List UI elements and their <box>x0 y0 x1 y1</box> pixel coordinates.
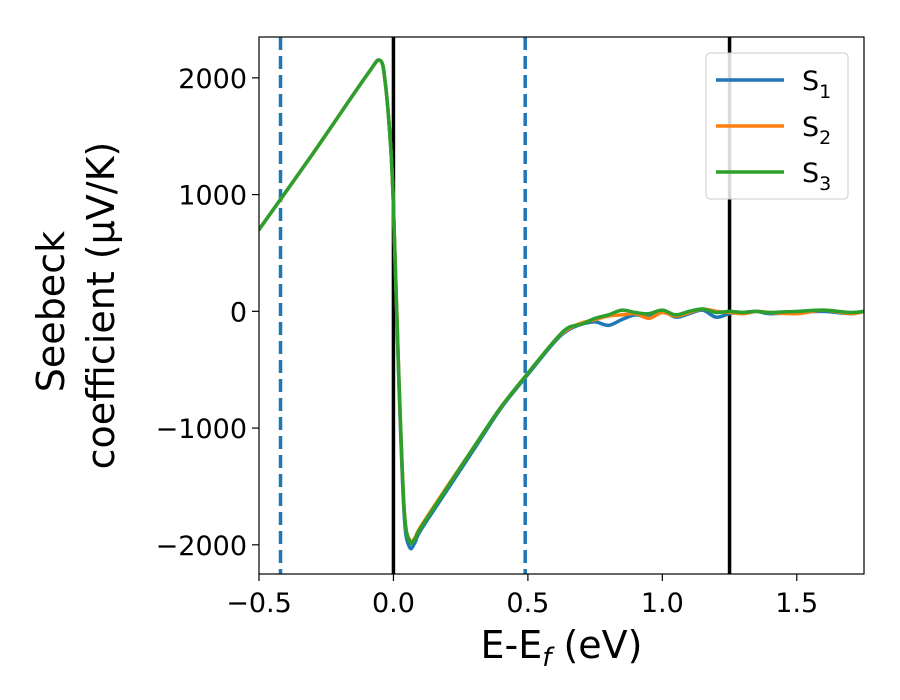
y-axis-ticks: −2000 −1000 0 1000 2000 <box>156 64 259 562</box>
x-axis-label-unit: (eV) <box>551 623 642 667</box>
legend-label-main: S <box>802 66 819 97</box>
x-tick-label: 0.0 <box>372 588 415 619</box>
x-tick-label: −0.5 <box>226 588 292 619</box>
y-tick-label: 0 <box>230 297 247 328</box>
y-tick-label: −2000 <box>156 531 247 562</box>
legend-label-subscript: 2 <box>819 127 831 149</box>
x-axis-ticks: −0.5 0.0 0.5 1.0 1.5 <box>226 574 818 619</box>
plot-frame <box>258 36 865 575</box>
x-tick-label: 0.5 <box>506 588 549 619</box>
y-tick-label: 1000 <box>178 181 247 212</box>
y-tick-label: −1000 <box>156 414 247 445</box>
legend-label-2: S2 <box>802 112 831 149</box>
legend-label-3: S3 <box>802 158 831 195</box>
x-axis-label: E-Ef (eV) <box>481 623 643 673</box>
y-axis-label: Seebeck coefficient (μV/K) <box>29 142 123 470</box>
legend-label-main: S <box>802 158 819 189</box>
y-tick-label: 2000 <box>178 64 247 95</box>
legend-label-subscript: 3 <box>819 173 831 195</box>
x-tick-label: 1.0 <box>641 588 684 619</box>
legend-label-main: S <box>802 112 819 143</box>
x-axis-label-main: E-E <box>481 623 543 667</box>
legend-label-1: S1 <box>802 66 831 103</box>
legend-label-subscript: 1 <box>819 81 831 103</box>
x-tick-label: 1.5 <box>775 588 818 619</box>
y-axis-label-line1: Seebeck <box>29 231 73 392</box>
reference-lines <box>278 37 732 574</box>
y-axis-label-line2: coefficient (μV/K) <box>79 142 123 470</box>
series-lines <box>259 58 864 551</box>
series-line-3 <box>259 58 864 546</box>
